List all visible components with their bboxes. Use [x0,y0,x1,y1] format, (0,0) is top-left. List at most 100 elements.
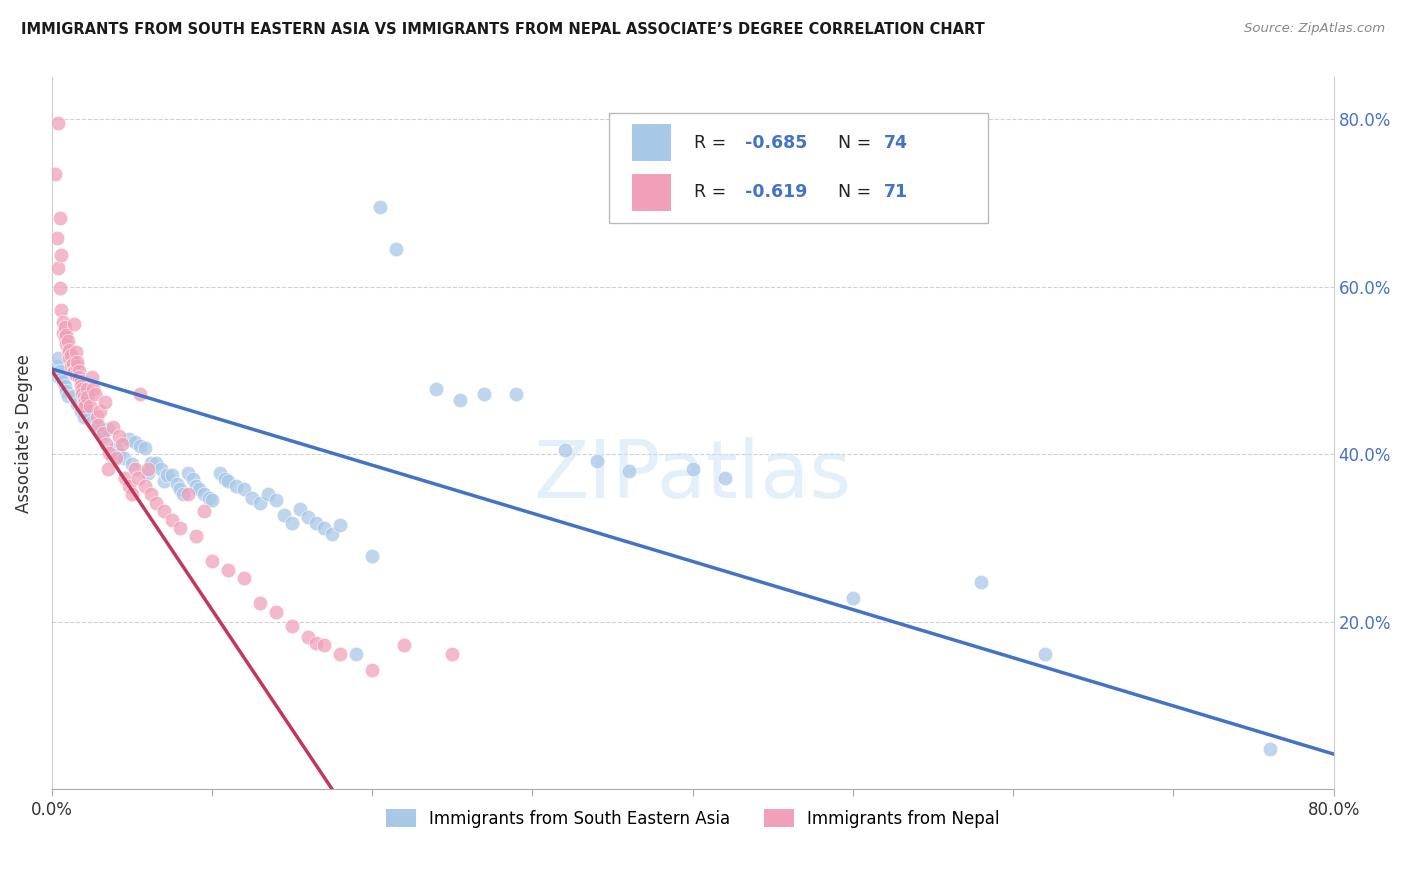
Text: IMMIGRANTS FROM SOUTH EASTERN ASIA VS IMMIGRANTS FROM NEPAL ASSOCIATE’S DEGREE C: IMMIGRANTS FROM SOUTH EASTERN ASIA VS IM… [21,22,984,37]
Point [80,416,103,430]
Point [288,501,311,516]
Point [118,479,141,493]
Point [69,403,91,417]
Point [101,451,124,466]
Point [56,389,79,403]
Point [53,330,76,344]
Point [51,303,73,318]
Point [188,483,211,497]
Point [52,374,75,388]
Point [193,487,215,501]
Point [70,387,93,401]
Point [305,635,328,649]
Point [257,487,280,501]
Point [264,605,287,619]
Point [89,403,111,417]
Point [585,454,607,468]
Text: -0.619: -0.619 [745,183,807,201]
Point [385,242,408,256]
Point [73,395,96,409]
Point [136,462,159,476]
Point [55,328,77,343]
Text: Source: ZipAtlas.com: Source: ZipAtlas.com [1244,22,1385,36]
Text: N =: N = [838,183,876,201]
Text: N =: N = [838,134,876,152]
Point [145,456,167,470]
Point [474,387,496,401]
Point [217,474,239,488]
Point [329,647,352,661]
Text: 74: 74 [884,134,908,152]
Point [93,395,115,409]
Point [184,529,207,543]
Point [46,261,69,276]
Point [233,571,256,585]
Point [127,471,149,485]
Point [172,487,194,501]
Point [59,359,82,374]
Point [145,496,167,510]
Point [87,417,110,432]
Point [297,510,319,524]
Point [52,326,75,340]
FancyBboxPatch shape [609,113,987,223]
Point [214,472,236,486]
Point [314,638,336,652]
Point [208,466,231,480]
Point [98,445,121,459]
Point [361,663,384,677]
Point [970,574,993,589]
Point [156,468,179,483]
Point [53,378,76,392]
Text: -0.685: -0.685 [745,134,807,152]
Point [114,471,136,485]
Point [111,437,134,451]
Point [682,462,704,476]
Point [56,334,79,349]
Text: R =: R = [695,134,731,152]
Point [134,479,156,493]
Point [128,387,150,401]
Point [321,526,343,541]
Point [193,504,215,518]
Point [91,426,114,441]
Point [112,451,135,466]
Point [80,370,103,384]
Point [305,516,328,530]
Point [281,516,304,530]
Point [58,343,80,357]
Point [314,521,336,535]
Point [63,365,86,379]
Point [139,456,162,470]
Bar [633,174,671,211]
Point [66,359,89,374]
Text: ZIPatlas: ZIPatlas [534,437,852,515]
Point [46,351,69,365]
Point [177,466,200,480]
Point [201,554,224,568]
Point [425,382,447,396]
Point [56,345,79,359]
Point [553,443,575,458]
Point [128,439,150,453]
Point [108,429,131,443]
Point [160,468,183,483]
Point [67,370,90,384]
Point [73,409,96,424]
Point [65,368,87,382]
Point [121,458,143,472]
Bar [633,124,671,161]
Point [51,248,73,262]
Point [59,355,82,369]
Point [505,387,527,401]
Point [169,521,191,535]
Point [233,483,256,497]
Point [249,596,271,610]
Point [45,359,67,374]
Point [124,462,146,476]
Point [51,372,73,386]
Point [1258,742,1281,756]
Point [49,211,72,226]
Point [394,638,416,652]
Point [240,491,263,505]
